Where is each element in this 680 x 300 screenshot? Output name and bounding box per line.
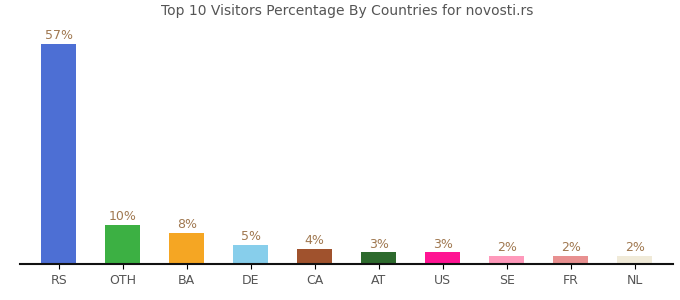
Bar <box>617 256 652 264</box>
Bar <box>105 225 140 264</box>
Bar <box>425 252 460 264</box>
Text: 57%: 57% <box>45 29 73 42</box>
Text: 2%: 2% <box>497 242 517 254</box>
Text: 2%: 2% <box>625 242 645 254</box>
Bar <box>41 44 76 264</box>
Text: 8%: 8% <box>177 218 197 231</box>
Text: 10%: 10% <box>109 211 137 224</box>
Text: 3%: 3% <box>433 238 453 250</box>
Text: 3%: 3% <box>369 238 389 250</box>
Bar <box>297 249 333 264</box>
Text: 2%: 2% <box>561 242 581 254</box>
Text: 5%: 5% <box>241 230 261 243</box>
Bar <box>233 245 269 264</box>
Title: Top 10 Visitors Percentage By Countries for novosti.rs: Top 10 Visitors Percentage By Countries … <box>160 4 533 18</box>
Bar <box>554 256 588 264</box>
Bar <box>489 256 524 264</box>
Bar <box>361 252 396 264</box>
Text: 4%: 4% <box>305 234 325 247</box>
Bar <box>169 233 205 264</box>
